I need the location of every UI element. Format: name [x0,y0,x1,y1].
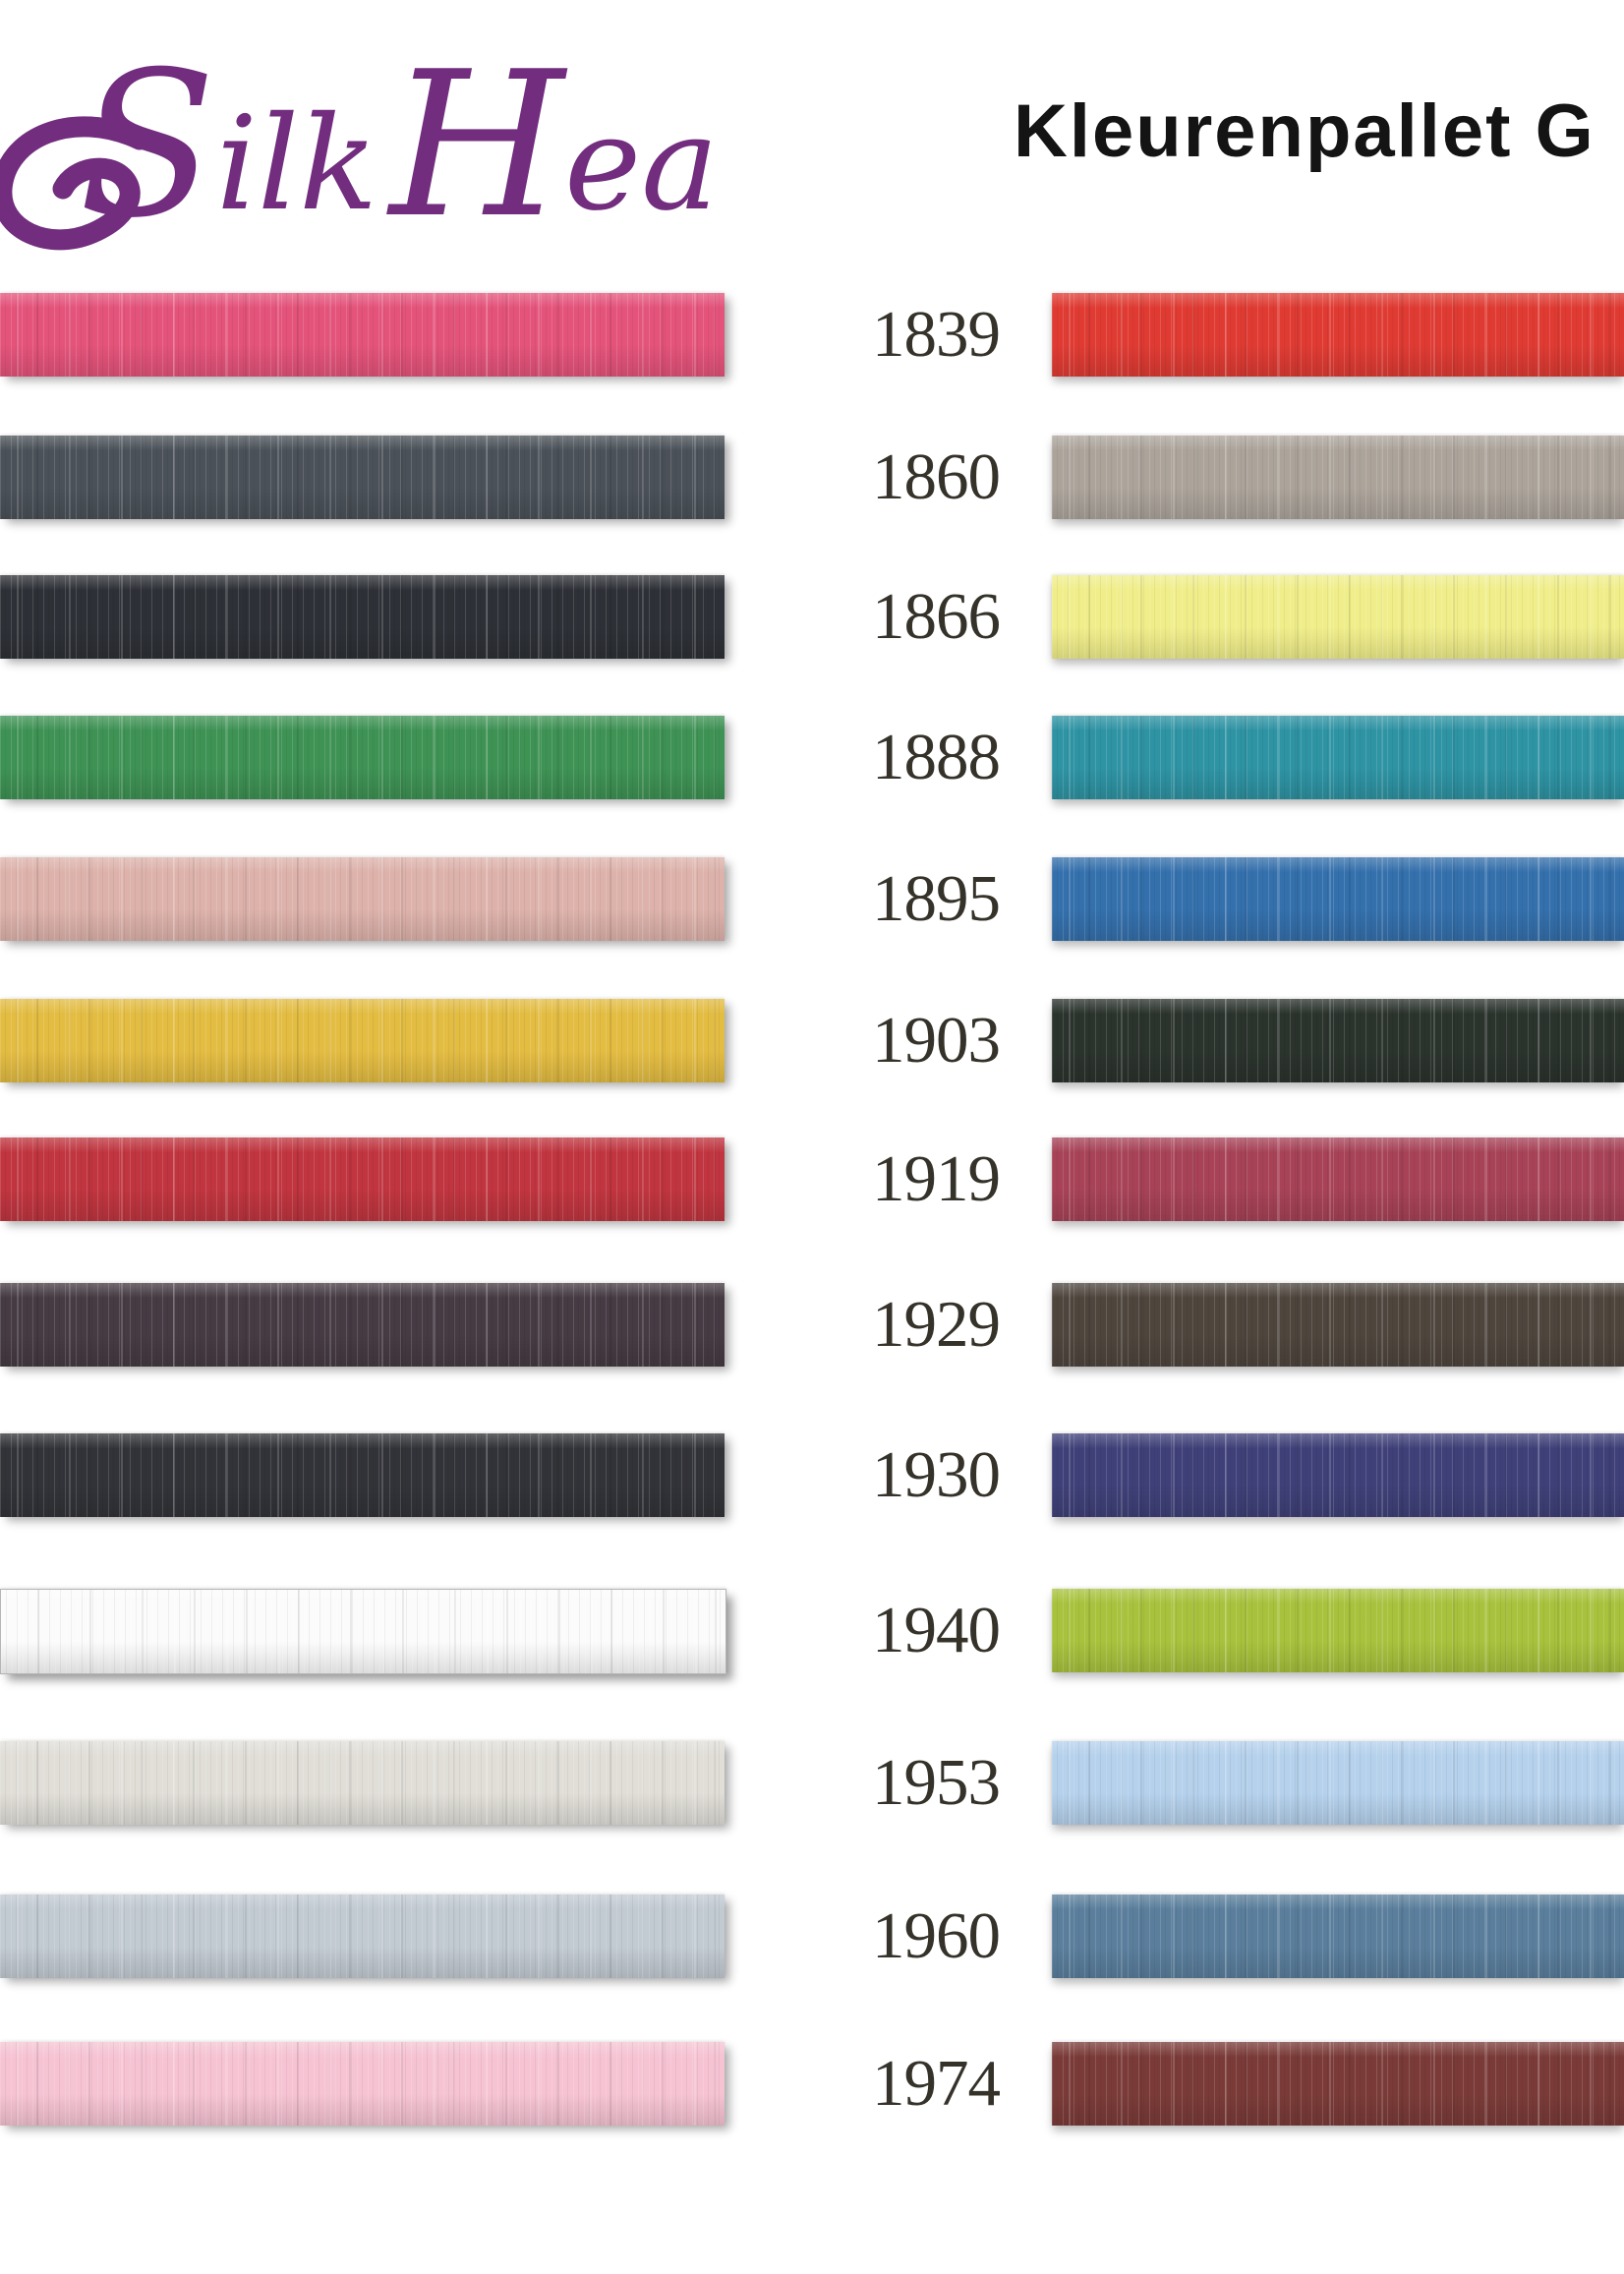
right-swatch-bar-1974 [1052,2042,1624,2126]
left-swatch-bar-leaf-green [0,716,725,799]
left-swatch-bar-blue-black [0,575,725,659]
swatch-code-1940: 1940 [872,1594,1001,1666]
right-swatch-bar-1919 [1052,1137,1624,1221]
logo-initial-s: S [79,29,216,262]
right-swatch-bar-1839 [1052,293,1624,377]
swatch-code-1930: 1930 [872,1438,1001,1511]
left-swatch-bar-dusty-rose [0,857,725,941]
left-swatch-bar-raspberry-pink [0,293,725,377]
right-swatch-bar-1929 [1052,1283,1624,1367]
page-title: Kleurenpallet G [1014,89,1595,173]
left-swatch-bar-golden-yellow [0,999,725,1082]
swatch-code-1839: 1839 [872,298,1001,371]
swatch-code-1903: 1903 [872,1004,1001,1077]
swatch-code-1960: 1960 [872,1899,1001,1972]
left-swatch-bar-white [0,1589,726,1674]
right-swatch-bar-1860 [1052,436,1624,519]
silk-heaven-logo: SilkHeaven [0,29,720,262]
swatch-code-1953: 1953 [872,1746,1001,1819]
left-swatch-bar-ivory-greige [0,1741,725,1825]
right-swatch-bar-1895 [1052,857,1624,941]
right-swatch-bar-1953 [1052,1741,1624,1825]
left-swatch-bar-light-blue-grey [0,1895,725,1978]
left-swatch-bar-baby-pink [0,2042,725,2126]
logo-text: SilkHeaven [79,29,720,262]
swatch-code-1888: 1888 [872,721,1001,793]
right-swatch-bar-1888 [1052,716,1624,799]
left-swatch-bar-dark-slate-grey [0,436,725,519]
swatch-code-1919: 1919 [872,1142,1001,1215]
right-swatch-bar-1866 [1052,575,1624,659]
swatch-code-1929: 1929 [872,1288,1001,1361]
right-swatch-bar-1903 [1052,999,1624,1082]
left-swatch-bar-crimson-red [0,1137,725,1221]
swatch-code-1866: 1866 [872,580,1001,653]
right-swatch-bar-1930 [1052,1433,1624,1517]
right-swatch-bar-1960 [1052,1895,1624,1978]
left-swatch-bar-charcoal-black [0,1433,725,1517]
left-swatch-bar-dark-plum [0,1283,725,1367]
logo-swash-flourish [0,116,150,251]
swatch-code-1860: 1860 [872,440,1001,513]
right-swatch-bar-1940 [1052,1589,1624,1672]
swatch-code-1895: 1895 [872,862,1001,935]
swatch-code-1974: 1974 [872,2047,1001,2120]
